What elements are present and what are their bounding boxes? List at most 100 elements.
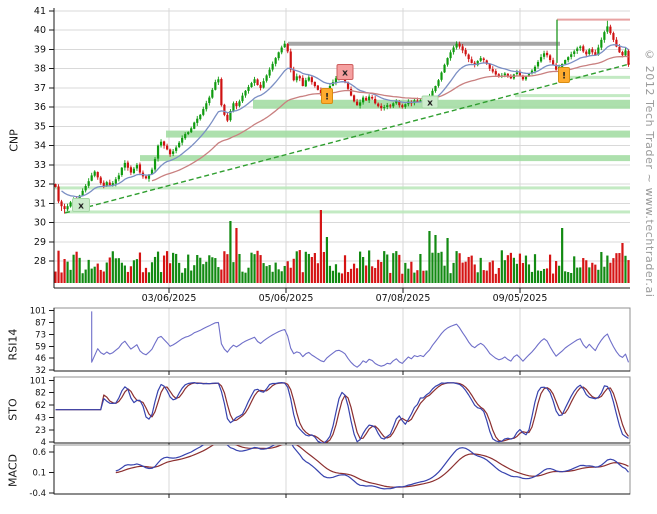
candle-body bbox=[588, 49, 591, 55]
candle-body bbox=[301, 77, 304, 86]
volume-bar bbox=[274, 262, 277, 283]
candle-body bbox=[551, 60, 555, 65]
volume-bar bbox=[524, 255, 528, 283]
volume-bar bbox=[117, 258, 120, 283]
volume-bar bbox=[434, 235, 437, 283]
volume-bar bbox=[184, 268, 187, 283]
volume-bar bbox=[527, 264, 531, 283]
volume-bar bbox=[555, 261, 558, 283]
pattern-marker-green bbox=[72, 198, 90, 212]
volume-bar bbox=[440, 251, 443, 283]
candle-body bbox=[99, 177, 102, 184]
candle-body bbox=[521, 75, 525, 80]
volume-bar bbox=[443, 265, 446, 283]
candle-body bbox=[494, 71, 497, 75]
candle-body bbox=[627, 50, 630, 65]
volume-bar bbox=[455, 251, 458, 283]
candle-body bbox=[259, 84, 262, 88]
candle-body bbox=[542, 53, 546, 57]
candle-body bbox=[289, 51, 292, 70]
candle-body bbox=[316, 85, 319, 90]
moving-averages bbox=[61, 44, 629, 198]
volume-bar bbox=[627, 260, 630, 283]
ma-fast-line bbox=[61, 44, 629, 198]
candle-body bbox=[181, 137, 184, 143]
volume-bar bbox=[328, 265, 332, 283]
candle-body bbox=[467, 54, 470, 60]
candle-body bbox=[383, 107, 386, 109]
candle-body bbox=[253, 79, 256, 83]
candle-body bbox=[283, 43, 286, 48]
candle-body bbox=[380, 105, 383, 109]
volume-bar bbox=[542, 268, 546, 283]
candle-body bbox=[443, 64, 446, 73]
volume-bar bbox=[449, 273, 452, 283]
volume-bar bbox=[521, 262, 525, 283]
candle-body bbox=[624, 50, 627, 56]
volume-bar bbox=[337, 272, 341, 283]
volume-bar bbox=[169, 263, 172, 283]
candle-body bbox=[555, 64, 558, 70]
volume-bar bbox=[368, 250, 371, 283]
candle-body bbox=[196, 118, 199, 123]
volume-bar bbox=[603, 266, 606, 283]
volume-bar bbox=[606, 255, 609, 283]
volume-bar bbox=[452, 262, 455, 283]
volume-bar bbox=[334, 264, 338, 283]
price-tick-label: 40 bbox=[34, 25, 46, 36]
volume-bar bbox=[515, 263, 519, 283]
volume-bar bbox=[618, 253, 621, 283]
sto-k-line bbox=[55, 382, 629, 443]
candle-body bbox=[567, 57, 570, 61]
candle-body bbox=[169, 149, 172, 155]
volume-bar bbox=[87, 259, 90, 283]
candle-body bbox=[452, 47, 455, 53]
candle-body bbox=[307, 77, 310, 81]
volume-bar bbox=[54, 271, 57, 283]
volume-bar bbox=[416, 270, 419, 283]
candle-body bbox=[386, 105, 389, 108]
candle-body bbox=[256, 79, 259, 86]
volume-bar bbox=[280, 271, 283, 283]
candle-body bbox=[473, 62, 476, 65]
volume-bar bbox=[551, 273, 555, 283]
volume-bar bbox=[374, 267, 377, 283]
candle-body bbox=[150, 169, 154, 175]
volume-bar bbox=[301, 272, 304, 283]
pattern-marker-glyph: x bbox=[342, 69, 348, 79]
volume-bar bbox=[576, 267, 579, 283]
volume-bar bbox=[352, 263, 356, 283]
volume-bar bbox=[190, 270, 193, 283]
macd-panel: 0.6 0.1 -0.4 bbox=[29, 444, 631, 499]
volume-bar bbox=[377, 259, 380, 283]
volume-bar bbox=[165, 251, 169, 283]
candle-body bbox=[358, 102, 362, 106]
volume-bar bbox=[126, 271, 129, 283]
volume-bar bbox=[500, 250, 503, 283]
candle-body bbox=[87, 181, 90, 186]
volume-bar bbox=[464, 261, 467, 283]
candle-body bbox=[455, 43, 458, 48]
volume-bar bbox=[509, 252, 512, 283]
volume-bar bbox=[111, 251, 114, 283]
candle-body bbox=[93, 171, 96, 176]
pattern-marker-orange bbox=[321, 88, 333, 104]
price-tick-label: 34 bbox=[34, 141, 46, 152]
macd-line bbox=[115, 445, 629, 490]
price-tick-label: 29 bbox=[34, 237, 46, 248]
volume-bar bbox=[304, 251, 307, 283]
candle-body bbox=[66, 206, 69, 210]
pattern-marker-glyph: x bbox=[78, 202, 84, 212]
volume-bar bbox=[615, 253, 618, 283]
candle-body bbox=[286, 44, 289, 52]
candle-body bbox=[268, 69, 271, 76]
volume-bar bbox=[78, 257, 81, 283]
volume-bar bbox=[564, 271, 567, 283]
volume-bar bbox=[419, 253, 422, 283]
candle-body bbox=[349, 88, 353, 96]
sto-tick-label: 101 bbox=[30, 377, 46, 387]
candle-body bbox=[96, 172, 99, 178]
candle-body bbox=[105, 182, 108, 187]
volume-bar bbox=[72, 254, 75, 283]
candle-body bbox=[120, 167, 123, 176]
